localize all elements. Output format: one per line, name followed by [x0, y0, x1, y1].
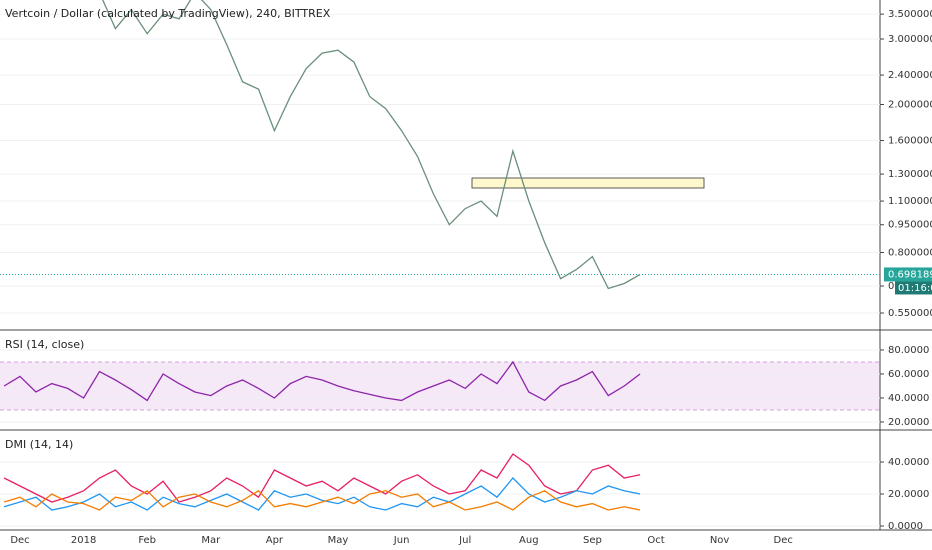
panel	[0, 453, 880, 527]
series-line	[102, 0, 641, 290]
y-tick-label: 80.0000	[888, 345, 929, 356]
y-tick-label: 20.0000	[888, 489, 929, 500]
countdown-label: 01:16:02	[898, 283, 932, 294]
y-tick-label: 2.40000000	[888, 70, 932, 81]
panel	[0, 0, 880, 314]
x-tick-label: 2018	[71, 535, 96, 546]
x-tick-label: Sep	[583, 535, 602, 546]
panel-title: Vertcoin / Dollar (calculated by Trading…	[5, 7, 331, 20]
x-tick-label: Dec	[774, 535, 793, 546]
countdown-badge	[895, 281, 932, 295]
zone-rectangle	[471, 177, 705, 189]
x-tick-label: Dec	[10, 535, 29, 546]
last-price-badge	[884, 267, 932, 282]
series-line	[3, 360, 641, 402]
y-tick-label: 0.80000000	[888, 247, 932, 258]
x-tick-label: Nov	[710, 535, 730, 546]
y-tick-label: 3.50000000	[888, 9, 932, 20]
x-tick-label: Jul	[458, 535, 471, 546]
x-tick-label: May	[328, 535, 349, 546]
y-tick-label: 60.0000	[888, 369, 929, 380]
y-tick-label: 1.30000000	[888, 169, 932, 180]
x-tick-label: Mar	[201, 535, 221, 546]
x-tick-label: Aug	[519, 535, 539, 546]
y-tick-label: 40.0000	[888, 393, 929, 404]
panel-title: RSI (14, close)	[5, 338, 84, 351]
series-line	[3, 453, 641, 503]
rsi-band	[0, 361, 880, 410]
y-tick-label: 0.0000	[888, 521, 923, 532]
y-tick-label: 1.10000000	[888, 196, 932, 207]
x-tick-label: Apr	[266, 535, 284, 546]
y-tick-label: 2.00000000	[888, 100, 932, 111]
y-tick-label: 0.55000000	[888, 308, 932, 319]
y-tick-label: 1.60000000	[888, 136, 932, 147]
x-tick-label: Oct	[647, 535, 664, 546]
series-line	[3, 489, 641, 511]
y-tick-label: 0.95000000	[888, 220, 932, 231]
y-tick-label: 3.00000000	[888, 34, 932, 45]
x-tick-label: Jun	[393, 535, 410, 546]
x-tick-label: Feb	[138, 535, 156, 546]
panel	[0, 349, 880, 423]
series-line	[3, 477, 641, 511]
y-tick-label: 20.0000	[888, 417, 929, 428]
last-price-label: 0.69818959	[888, 269, 932, 280]
panel-title: DMI (14, 14)	[5, 438, 73, 451]
y-tick-label: 40.0000	[888, 457, 929, 468]
